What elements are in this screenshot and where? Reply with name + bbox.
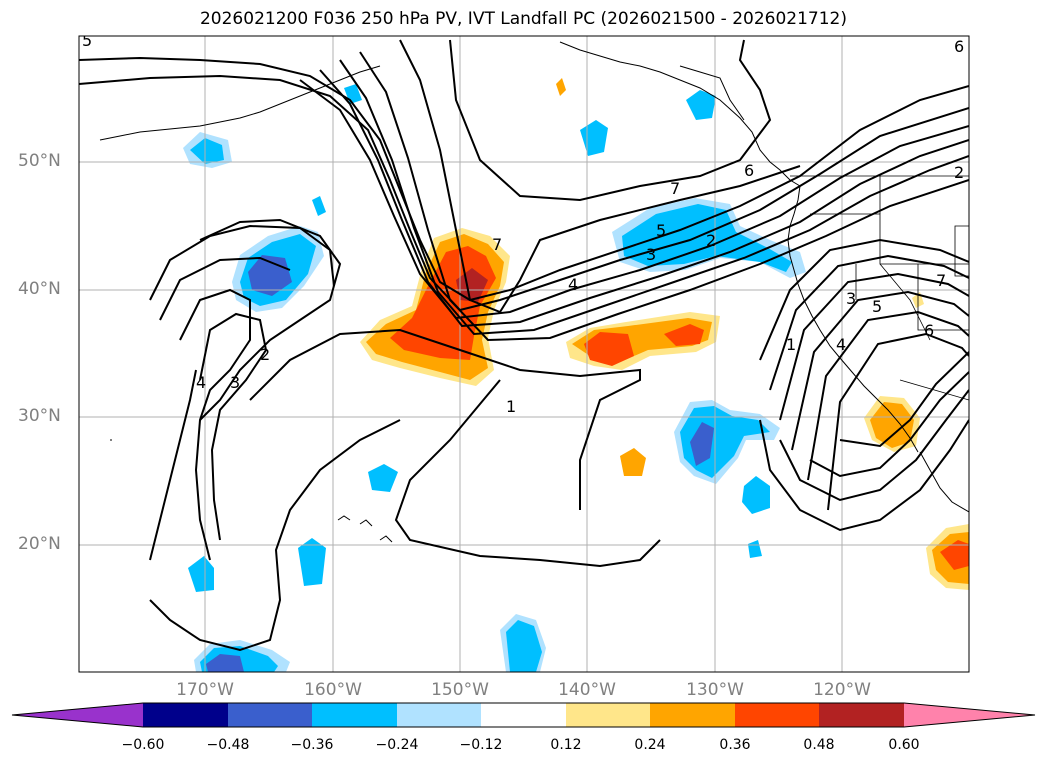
coastlines bbox=[99, 41, 969, 543]
colorbar-segment bbox=[143, 703, 228, 727]
contour-label: 3 bbox=[646, 245, 656, 264]
contour-label: 1 bbox=[786, 335, 796, 354]
colorbar-tick-label: −0.24 bbox=[375, 737, 419, 753]
colorbar-tick-label: −0.36 bbox=[290, 737, 334, 753]
lat-label: 30°N bbox=[18, 406, 61, 426]
graticule bbox=[79, 36, 969, 672]
plot-frame bbox=[78, 35, 970, 673]
lon-label: 140°W bbox=[558, 680, 616, 700]
colorbar-segment bbox=[397, 703, 481, 727]
contour-label: 5 bbox=[82, 31, 92, 50]
colorbar-tick-label: −0.12 bbox=[459, 737, 503, 753]
contour-label: 6 bbox=[954, 37, 964, 56]
contour-label: 4 bbox=[196, 373, 206, 392]
contour-label: 7 bbox=[492, 235, 502, 254]
lon-label: 130°W bbox=[686, 680, 744, 700]
pv-positive-shading bbox=[360, 78, 969, 590]
colorbar-segment bbox=[228, 703, 312, 727]
lat-label: 20°N bbox=[18, 534, 61, 554]
pv-contours bbox=[79, 39, 969, 652]
contour-label: 2 bbox=[260, 345, 270, 364]
contour-label: 5 bbox=[656, 221, 666, 240]
contour-label: 4 bbox=[836, 335, 846, 354]
contour-label: 6 bbox=[744, 161, 754, 180]
contour-label: 2 bbox=[954, 163, 964, 182]
contour-label-group: 7 7 5 3 2 4 6 1 2 3 4 1 4 3 5 6 7 6 2 5 bbox=[82, 31, 964, 416]
colorbar-outline bbox=[11, 702, 1036, 728]
colorbar-tick-label: 0.12 bbox=[550, 737, 582, 753]
colorbar-segment bbox=[481, 703, 566, 727]
colorbar-segment bbox=[735, 703, 819, 727]
lat-label: 50°N bbox=[18, 151, 61, 171]
colorbar-segment bbox=[312, 703, 397, 727]
lon-label: 170°W bbox=[176, 680, 234, 700]
lon-label: 150°W bbox=[431, 680, 489, 700]
colorbar-tick-label: 0.60 bbox=[888, 737, 920, 753]
pv-negative-shading bbox=[183, 84, 806, 672]
colorbar-segment bbox=[566, 703, 650, 727]
lat-label: 40°N bbox=[18, 279, 61, 299]
colorbar-segment bbox=[650, 703, 735, 727]
colorbar bbox=[11, 702, 1036, 728]
contour-label: 7 bbox=[936, 271, 946, 290]
lon-label: 120°W bbox=[813, 680, 871, 700]
colorbar-segment bbox=[819, 703, 904, 727]
contour-label: 3 bbox=[846, 289, 856, 308]
contour-label: 2 bbox=[706, 231, 716, 250]
contour-label: 1 bbox=[506, 397, 516, 416]
contour-label: 6 bbox=[924, 321, 934, 340]
colorbar-extend-min bbox=[12, 703, 143, 727]
contour-label: 5 bbox=[872, 297, 882, 316]
figure-title: 2026021200 F036 250 hPa PV, IVT Landfall… bbox=[199, 9, 847, 29]
colorbar-tick-label: 0.48 bbox=[803, 737, 835, 753]
contour-label: 3 bbox=[230, 373, 240, 392]
colorbar-extend-max bbox=[904, 703, 1035, 727]
contour-label: 7 bbox=[670, 179, 680, 198]
contour-label: 4 bbox=[568, 275, 578, 294]
colorbar-tick-label: −0.60 bbox=[121, 737, 165, 753]
colorbar-tick-label: 0.24 bbox=[634, 737, 666, 753]
lon-label: 160°W bbox=[304, 680, 362, 700]
colorbar-tick-label: −0.48 bbox=[206, 737, 250, 753]
colorbar-tick-label: 0.36 bbox=[719, 737, 751, 753]
